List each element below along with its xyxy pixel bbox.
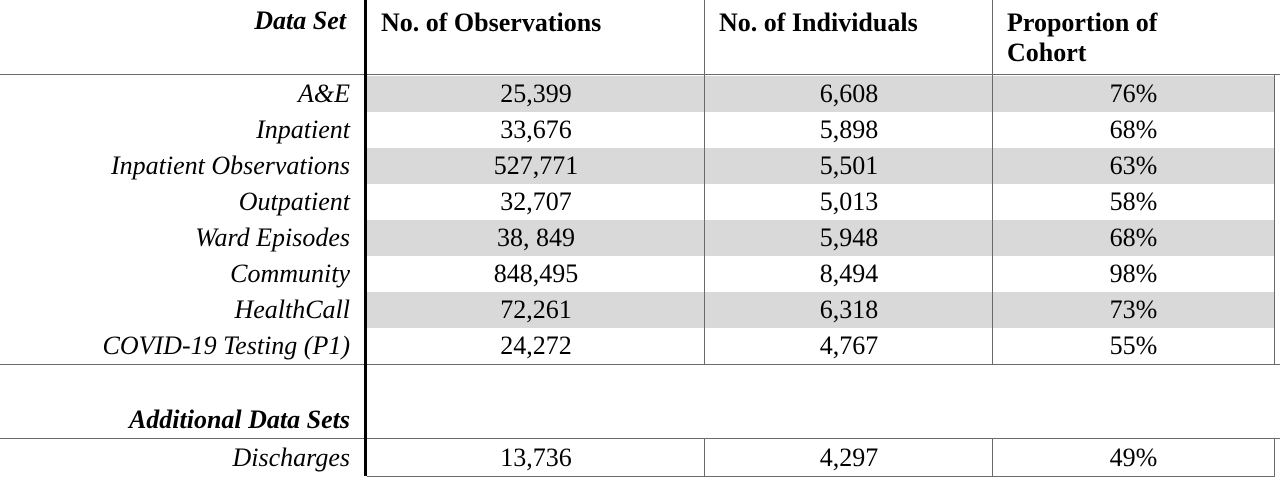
label-column-divider xyxy=(364,0,367,476)
row-observations: 32,707 xyxy=(500,187,572,216)
row-divider xyxy=(0,364,1280,365)
row-proportion: 55% xyxy=(1109,331,1158,360)
row-proportion: 68% xyxy=(993,220,1274,256)
row-individuals: 6,318 xyxy=(705,292,993,328)
row-label: Inpatient Observations xyxy=(110,151,350,180)
row-divider xyxy=(367,476,1275,477)
column-divider xyxy=(704,0,705,74)
column-divider xyxy=(992,438,993,476)
column-divider xyxy=(1274,438,1275,476)
header-individuals: No. of Individuals xyxy=(719,8,918,37)
column-divider xyxy=(992,0,993,74)
row-label: HealthCall xyxy=(234,295,350,324)
column-divider xyxy=(704,438,705,476)
row-proportion: 58% xyxy=(1109,187,1158,216)
row-individuals: 4,297 xyxy=(819,443,879,472)
row-individuals: 5,948 xyxy=(705,220,993,256)
header-observations: No. of Observations xyxy=(381,8,602,37)
row-label: Discharges xyxy=(232,443,350,472)
row-observations: 24,272 xyxy=(500,331,572,360)
row-individuals: 5,501 xyxy=(705,148,993,184)
row-divider xyxy=(0,438,1280,439)
row-proportion: 49% xyxy=(1109,443,1158,472)
additional-heading: Additional Data Sets xyxy=(128,405,350,434)
column-divider xyxy=(704,74,705,364)
row-proportion: 98% xyxy=(1109,259,1158,288)
row-observations: 527,771 xyxy=(367,148,705,184)
column-divider xyxy=(992,74,993,364)
row-observations: 13,736 xyxy=(500,443,572,472)
header-proportion-line1: Proportion of xyxy=(1007,8,1158,37)
row-proportion: 76% xyxy=(993,76,1274,112)
row-observations: 38, 849 xyxy=(367,220,705,256)
row-proportion: 63% xyxy=(993,148,1274,184)
row-label: Community xyxy=(230,259,350,288)
row-label: COVID-19 Testing (P1) xyxy=(102,331,350,360)
row-label: A&E xyxy=(298,79,350,108)
header-proportion: Proportion of Cohort xyxy=(993,0,1280,74)
row-proportion: 68% xyxy=(1109,115,1158,144)
header-divider xyxy=(0,74,1280,75)
row-label: Inpatient xyxy=(256,115,350,144)
row-observations: 72,261 xyxy=(367,292,705,328)
row-label: Outpatient xyxy=(238,187,350,216)
row-label: Ward Episodes xyxy=(195,223,350,252)
column-divider xyxy=(1274,74,1275,364)
header-proportion-line2: Cohort xyxy=(1007,37,1087,67)
row-proportion: 73% xyxy=(993,292,1274,328)
row-individuals: 4,767 xyxy=(819,331,879,360)
row-individuals: 5,013 xyxy=(819,187,879,216)
row-observations: 33,676 xyxy=(500,115,572,144)
row-individuals: 6,608 xyxy=(705,76,993,112)
header-data-set: Data Set xyxy=(254,6,346,35)
row-individuals: 5,898 xyxy=(819,115,879,144)
row-observations: 848,495 xyxy=(493,259,579,288)
row-observations: 25,399 xyxy=(367,76,705,112)
row-individuals: 8,494 xyxy=(819,259,879,288)
